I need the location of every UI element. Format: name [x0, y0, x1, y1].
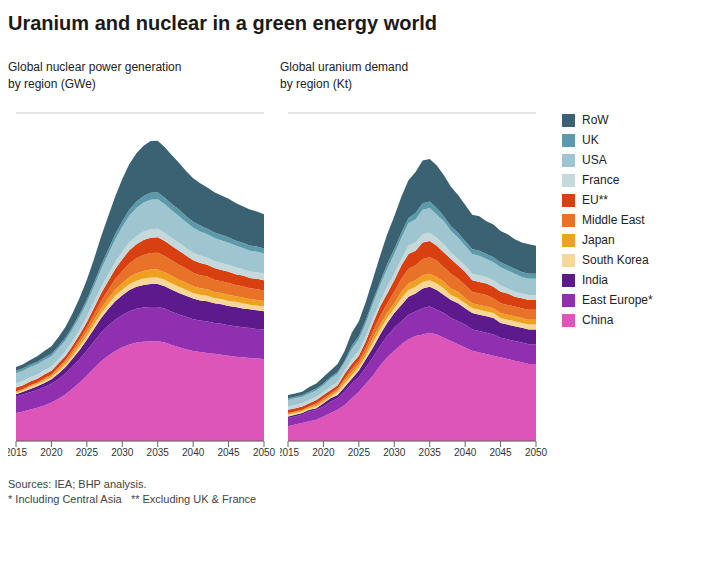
svg-text:2035: 2035 — [419, 447, 442, 458]
svg-text:2030: 2030 — [383, 447, 406, 458]
html-text:Sources: IEA; BHP analysis.: Sources: IEA; BHP analysis. — [8, 478, 147, 490]
html-text:UK: UK — [582, 133, 599, 147]
svg-text:2025: 2025 — [76, 447, 99, 458]
html-text:by region (Kt): by region (Kt) — [280, 77, 352, 91]
html-text:Uranium and nuclear in a green: Uranium and nuclear in a green energy wo… — [8, 12, 437, 34]
svg-text:2035: 2035 — [147, 447, 170, 458]
html-text:China: China — [582, 313, 614, 327]
html-text:Middle East: Middle East — [582, 213, 645, 227]
html-text:by region (GWe): by region (GWe) — [8, 77, 96, 91]
html-text:USA: USA — [582, 153, 607, 167]
svg-text:2045: 2045 — [489, 447, 512, 458]
html-text:East Europe*: East Europe* — [582, 293, 653, 307]
svg-text:2040: 2040 — [454, 447, 477, 458]
html-text:Japan: Japan — [582, 233, 615, 247]
html-text:EU**: EU** — [582, 193, 608, 207]
html-text:Global uranium demand: Global uranium demand — [280, 60, 409, 74]
svg-text:2050: 2050 — [253, 447, 276, 458]
html-text:South Korea: South Korea — [582, 253, 649, 267]
svg-text:2020: 2020 — [40, 447, 63, 458]
svg-text:2045: 2045 — [217, 447, 240, 458]
svg-text:2020: 2020 — [312, 447, 335, 458]
svg-text:2030: 2030 — [111, 447, 134, 458]
html-text:Global nuclear power generatio: Global nuclear power generation — [8, 60, 182, 74]
html-text:* Including Central Asia ** Ex: * Including Central Asia ** Excluding UK… — [8, 493, 257, 505]
html-text:RoW: RoW — [582, 113, 609, 127]
svg-text:2015: 2015 — [8, 447, 28, 458]
svg-text:2050: 2050 — [525, 447, 548, 458]
html-text:India: India — [582, 273, 608, 287]
svg-text:2025: 2025 — [348, 447, 371, 458]
svg-text:2015: 2015 — [280, 447, 300, 458]
html-text:France: France — [582, 173, 620, 187]
svg-text:2040: 2040 — [182, 447, 205, 458]
